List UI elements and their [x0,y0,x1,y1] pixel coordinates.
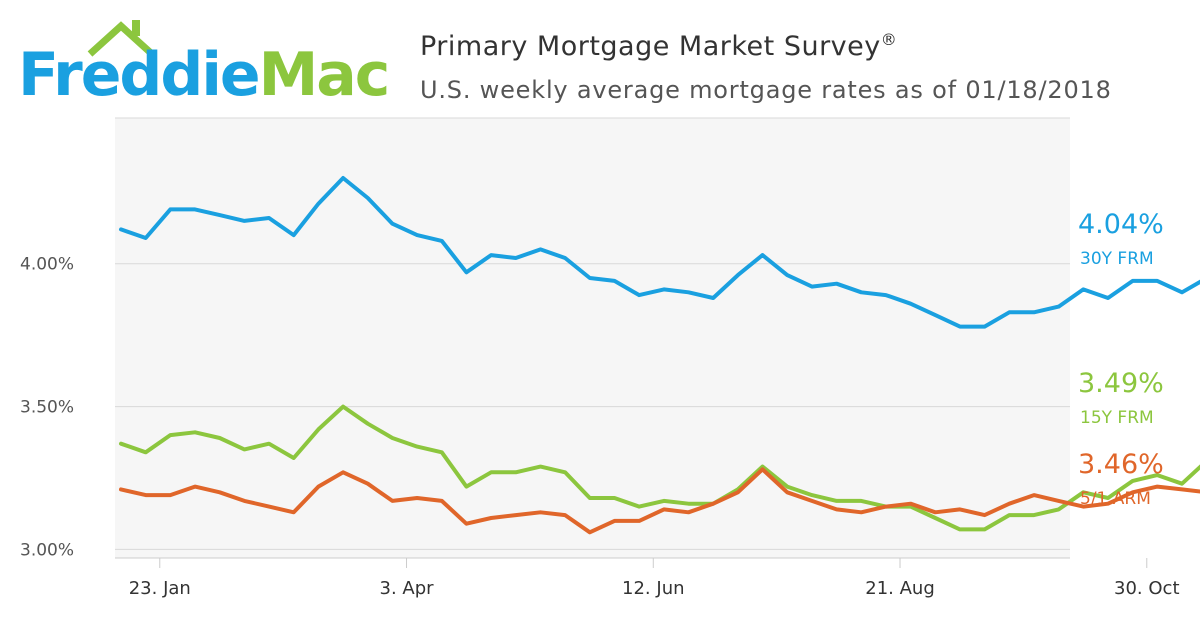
end-value-5-1-arm: 3.46% [1078,449,1164,480]
chart-title: Primary Mortgage Market Survey® [420,30,897,62]
logo-word-mac: Mac [258,40,391,110]
series-name-15y-frm: 15Y FRM [1080,408,1154,428]
series-line-15y-frm [119,404,1200,532]
series-line-5-1-arm [119,467,1200,535]
series-lines [119,176,1200,535]
freddie-mac-logo: FreddieMac [18,18,391,110]
series-end-labels: 4.04% 30Y FRM 3.49% 15Y FRM 3.46% 5/1 ARM [1078,209,1164,509]
end-value-30y-frm: 4.04% [1078,209,1164,240]
y-axis: 3.00% 3.50% 4.00% [20,255,74,561]
x-tick-label: 3. Apr [380,578,435,599]
logo-word-freddie: Freddie [18,40,261,110]
series-name-5-1-arm: 5/1 ARM [1080,489,1151,509]
house-roof-icon [87,20,155,57]
plot-background [115,118,1070,558]
x-tick-label: 23. Jan [129,578,191,599]
y-tick-label: 4.00% [20,255,74,275]
grid-lines [115,117,1070,550]
series-line-30y-frm [119,176,1200,329]
x-tick-label: 21. Aug [865,578,935,599]
x-tick-label: 12. Jun [622,578,684,599]
logo-wordmark: FreddieMac [18,40,391,110]
y-tick-label: 3.00% [20,540,74,560]
y-tick-label: 3.50% [20,398,74,418]
end-value-15y-frm: 3.49% [1078,368,1164,399]
series-name-30y-frm: 30Y FRM [1080,249,1154,269]
registered-mark: ® [880,30,898,49]
chart-subtitle: U.S. weekly average mortgage rates as of… [420,76,1112,104]
x-tick-label: 30. Oct [1114,578,1179,599]
chart-title-text: Primary Mortgage Market Survey [420,31,881,62]
